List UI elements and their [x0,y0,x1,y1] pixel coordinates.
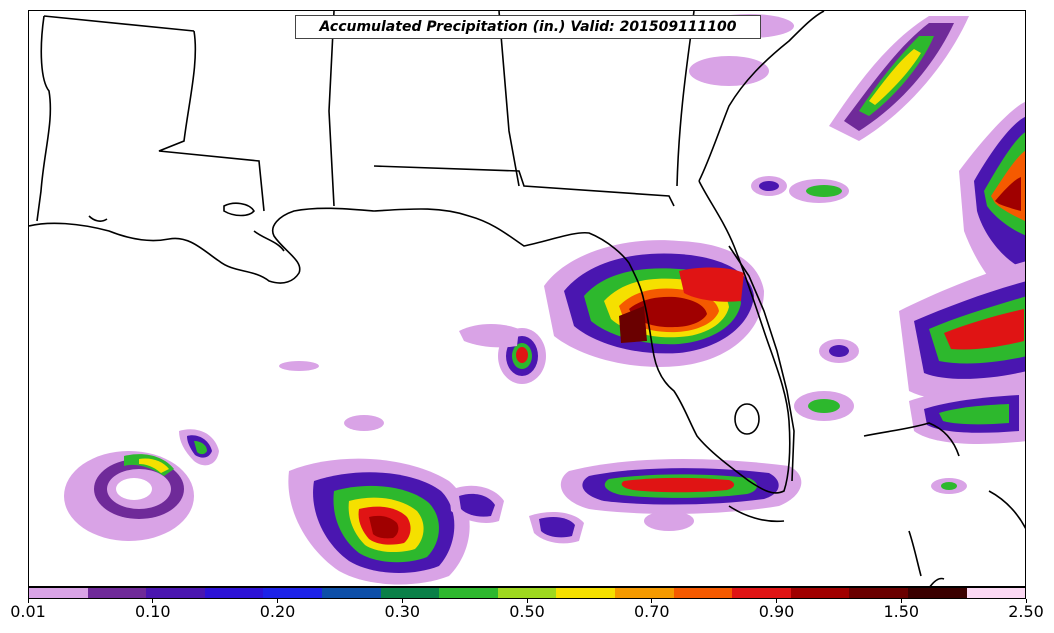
map-canvas [29,11,1025,586]
colorbar-segment [907,588,967,598]
colorbar-tick-label: 2.50 [1008,602,1044,621]
colorbar-segment [556,588,615,598]
colorbar-tick [1025,599,1027,603]
colorbar-segment [146,588,205,598]
colorbar-tick-label: 0.70 [633,602,670,621]
colorbar-tick-label: 0.10 [134,602,171,621]
colorbar [28,587,1026,599]
colorbar-tick-label: 0.90 [758,602,795,621]
colorbar-tick [401,599,403,603]
colorbar-segment [380,588,440,598]
colorbar-segment [732,588,791,598]
colorbar-tick [526,599,528,603]
colorbar-tick-label: 1.50 [883,602,920,621]
map-title: Accumulated Precipitation (in.) Valid: 2… [295,15,761,39]
colorbar-segment [204,588,264,598]
colorbar-segment [29,588,88,598]
colorbar-ticks: 0.01 0.10 0.20 0.30 0.50 0.70 0.90 1.50 2.50 [10,599,1044,629]
colorbar-segment [321,588,381,598]
precipitation-field [64,14,1025,585]
precipitation-map: Accumulated Precipitation (in.) Valid: 2… [28,10,1026,587]
coastlines-borders [29,11,1025,586]
colorbar-tick-label: 0.50 [509,602,545,621]
colorbar-segment [87,588,147,598]
colorbar-segment [614,588,674,598]
colorbar-segment [497,588,557,598]
colorbar-tick-label: 0.30 [384,602,421,621]
colorbar-tick [776,599,777,603]
colorbar-segment [966,588,1026,598]
colorbar-segment [263,588,322,598]
colorbar-segment [439,588,498,598]
colorbar-segment [673,588,733,598]
colorbar-tick-label: 0.20 [259,602,296,621]
colorbar-tick [900,599,902,603]
colorbar-tick-label: 0.01 [10,602,46,621]
colorbar-segment [790,588,850,598]
colorbar-tick [27,599,29,603]
colorbar-tick [651,599,653,603]
colorbar-segment [849,588,908,598]
colorbar-tick [277,599,278,603]
colorbar-tick [152,599,154,603]
